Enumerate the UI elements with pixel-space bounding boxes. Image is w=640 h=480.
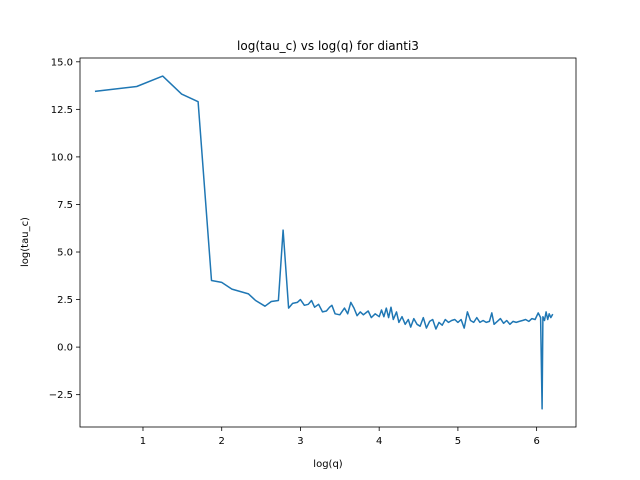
- y-tick-label: 7.5: [57, 200, 73, 211]
- y-tick-label: 2.5: [57, 295, 73, 306]
- x-tick-label: 3: [297, 436, 303, 447]
- y-tick-label: 0.0: [57, 343, 73, 354]
- y-tick-label: 5.0: [57, 248, 73, 259]
- y-tick-label: 12.5: [51, 105, 73, 116]
- x-tick-label: 1: [140, 436, 146, 447]
- y-axis-label: log(tau_c): [20, 217, 31, 267]
- y-tick-label: 10.0: [51, 152, 73, 163]
- x-tick-label: 5: [455, 436, 461, 447]
- axes-frame: [79, 57, 577, 428]
- series-line-0: [94, 75, 554, 410]
- plot-area: [94, 75, 554, 410]
- x-tick-label: 6: [533, 436, 539, 447]
- x-axis-label: log(q): [313, 459, 342, 470]
- chart-title: log(tau_c) vs log(q) for dianti3: [237, 39, 419, 53]
- x-tick-label: 2: [219, 436, 225, 447]
- y-tick-label: −2.5: [49, 390, 73, 401]
- y-tick-label: 15.0: [51, 57, 73, 68]
- x-tick-label: 4: [376, 436, 382, 447]
